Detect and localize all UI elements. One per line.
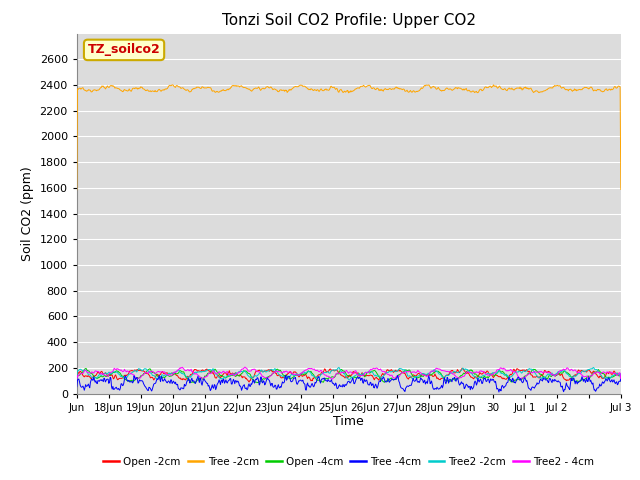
Title: Tonzi Soil CO2 Profile: Upper CO2: Tonzi Soil CO2 Profile: Upper CO2 xyxy=(222,13,476,28)
Legend: Open -2cm, Tree -2cm, Open -4cm, Tree -4cm, Tree2 -2cm, Tree2 - 4cm: Open -2cm, Tree -2cm, Open -4cm, Tree -4… xyxy=(99,453,598,471)
Text: TZ_soilco2: TZ_soilco2 xyxy=(88,43,161,56)
Y-axis label: Soil CO2 (ppm): Soil CO2 (ppm) xyxy=(21,166,34,261)
X-axis label: Time: Time xyxy=(333,415,364,429)
